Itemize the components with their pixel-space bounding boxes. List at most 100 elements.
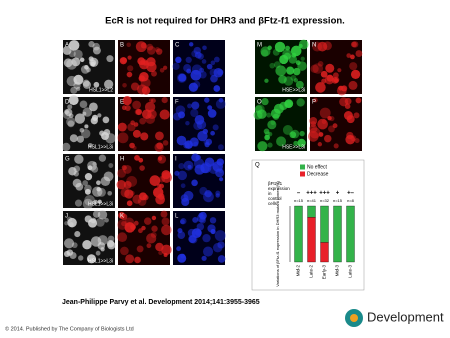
cell-nucleus bbox=[317, 41, 328, 52]
cell-nucleus bbox=[191, 179, 198, 187]
cell-nucleus bbox=[99, 130, 105, 136]
cell-nucleus bbox=[152, 187, 164, 198]
panel-caption: HSE>>L3i bbox=[282, 87, 305, 93]
cell-nucleus bbox=[177, 231, 186, 239]
cell-nucleus bbox=[309, 127, 321, 139]
cell-nucleus bbox=[336, 85, 347, 96]
cell-nucleus bbox=[135, 108, 142, 116]
cell-nucleus bbox=[317, 142, 323, 147]
cell-nucleus bbox=[121, 165, 127, 171]
cell-nucleus bbox=[283, 76, 294, 86]
cell-nucleus bbox=[355, 50, 363, 57]
cell-nucleus bbox=[350, 135, 357, 142]
cell-nucleus bbox=[333, 143, 339, 149]
cell-nucleus bbox=[350, 69, 361, 80]
cell-nucleus bbox=[82, 180, 89, 186]
cell-nucleus bbox=[269, 62, 276, 69]
cell-nucleus bbox=[103, 129, 111, 136]
cell-nucleus bbox=[126, 42, 132, 48]
cell-nucleus bbox=[295, 80, 304, 89]
cell-nucleus bbox=[215, 193, 220, 198]
cell-nucleus bbox=[339, 97, 349, 107]
cell-nucleus bbox=[350, 54, 355, 60]
cell-nucleus bbox=[193, 80, 201, 89]
journal-name: Development bbox=[367, 309, 444, 324]
cell-nucleus bbox=[68, 222, 74, 227]
cell-nucleus bbox=[98, 154, 107, 162]
bar-segment bbox=[307, 217, 316, 263]
cell-nucleus bbox=[343, 111, 353, 120]
micrograph-panel: B bbox=[118, 40, 170, 95]
cell-nucleus bbox=[282, 125, 293, 135]
cell-nucleus bbox=[97, 199, 102, 204]
bar-segment bbox=[294, 205, 303, 263]
cell-nucleus bbox=[202, 45, 207, 51]
cell-nucleus bbox=[219, 177, 224, 182]
cell-nucleus bbox=[295, 60, 301, 66]
micrograph-panel: G HSL1>>L3i bbox=[63, 154, 115, 210]
cell-nucleus bbox=[84, 124, 89, 129]
cell-nucleus bbox=[291, 52, 297, 58]
cell-nucleus bbox=[87, 142, 93, 148]
cell-nucleus bbox=[264, 134, 270, 141]
panel-letter: B bbox=[120, 43, 124, 49]
cell-nucleus bbox=[144, 101, 156, 113]
cell-nucleus bbox=[254, 104, 265, 115]
cell-nucleus bbox=[104, 79, 114, 89]
cell-nucleus bbox=[136, 245, 144, 253]
cell-nucleus bbox=[151, 70, 157, 77]
count-label: n=15 bbox=[294, 198, 304, 203]
cell-nucleus bbox=[286, 66, 295, 75]
cell-nucleus bbox=[96, 180, 101, 186]
panel-letter: H bbox=[120, 157, 124, 163]
cell-nucleus bbox=[348, 80, 358, 90]
panel-letter: P bbox=[312, 100, 316, 106]
cell-nucleus bbox=[353, 112, 360, 119]
cell-nucleus bbox=[139, 59, 150, 70]
cell-nucleus bbox=[274, 41, 286, 53]
cell-nucleus bbox=[197, 130, 208, 142]
cell-nucleus bbox=[107, 235, 115, 243]
cell-nucleus bbox=[206, 63, 213, 70]
cell-nucleus bbox=[278, 75, 287, 84]
cell-nucleus bbox=[312, 97, 318, 103]
panel-letter: N bbox=[312, 43, 316, 49]
micrograph-panel: H bbox=[116, 154, 172, 208]
cell-nucleus bbox=[158, 176, 166, 183]
panel-caption: HSE>>L3i bbox=[282, 144, 305, 150]
cell-nucleus bbox=[67, 120, 75, 128]
cell-nucleus bbox=[106, 55, 114, 63]
cell-nucleus bbox=[289, 131, 297, 139]
cell-nucleus bbox=[207, 224, 216, 233]
cell-nucleus bbox=[202, 233, 211, 243]
cell-nucleus bbox=[215, 99, 226, 109]
cell-nucleus bbox=[73, 165, 81, 173]
legend-swatch bbox=[300, 171, 305, 177]
cell-nucleus bbox=[161, 172, 172, 183]
cell-nucleus bbox=[292, 67, 301, 76]
y-axis-label: Variations of βFtz-f1 expression in DHR3… bbox=[275, 181, 280, 287]
cell-nucleus bbox=[158, 250, 163, 256]
cell-nucleus bbox=[124, 189, 134, 199]
cell-nucleus bbox=[69, 252, 77, 260]
cell-nucleus bbox=[89, 102, 98, 112]
cell-nucleus bbox=[212, 124, 219, 131]
micrograph-panel: N bbox=[310, 40, 363, 96]
cell-nucleus bbox=[93, 199, 98, 205]
panel-caption: HSL1>>L3i bbox=[88, 201, 113, 207]
cell-nucleus bbox=[139, 71, 149, 82]
cell-nucleus bbox=[260, 46, 271, 57]
cell-nucleus bbox=[120, 188, 130, 198]
cell-nucleus bbox=[95, 217, 105, 227]
cell-nucleus bbox=[62, 45, 72, 55]
cell-nucleus bbox=[122, 83, 127, 88]
cell-nucleus bbox=[310, 64, 319, 73]
cell-nucleus bbox=[284, 99, 294, 109]
cell-nucleus bbox=[64, 221, 69, 226]
cell-nucleus bbox=[261, 97, 269, 106]
cell-nucleus bbox=[186, 68, 192, 74]
cell-nucleus bbox=[119, 57, 128, 65]
cell-nucleus bbox=[332, 123, 338, 129]
cell-nucleus bbox=[276, 136, 287, 147]
